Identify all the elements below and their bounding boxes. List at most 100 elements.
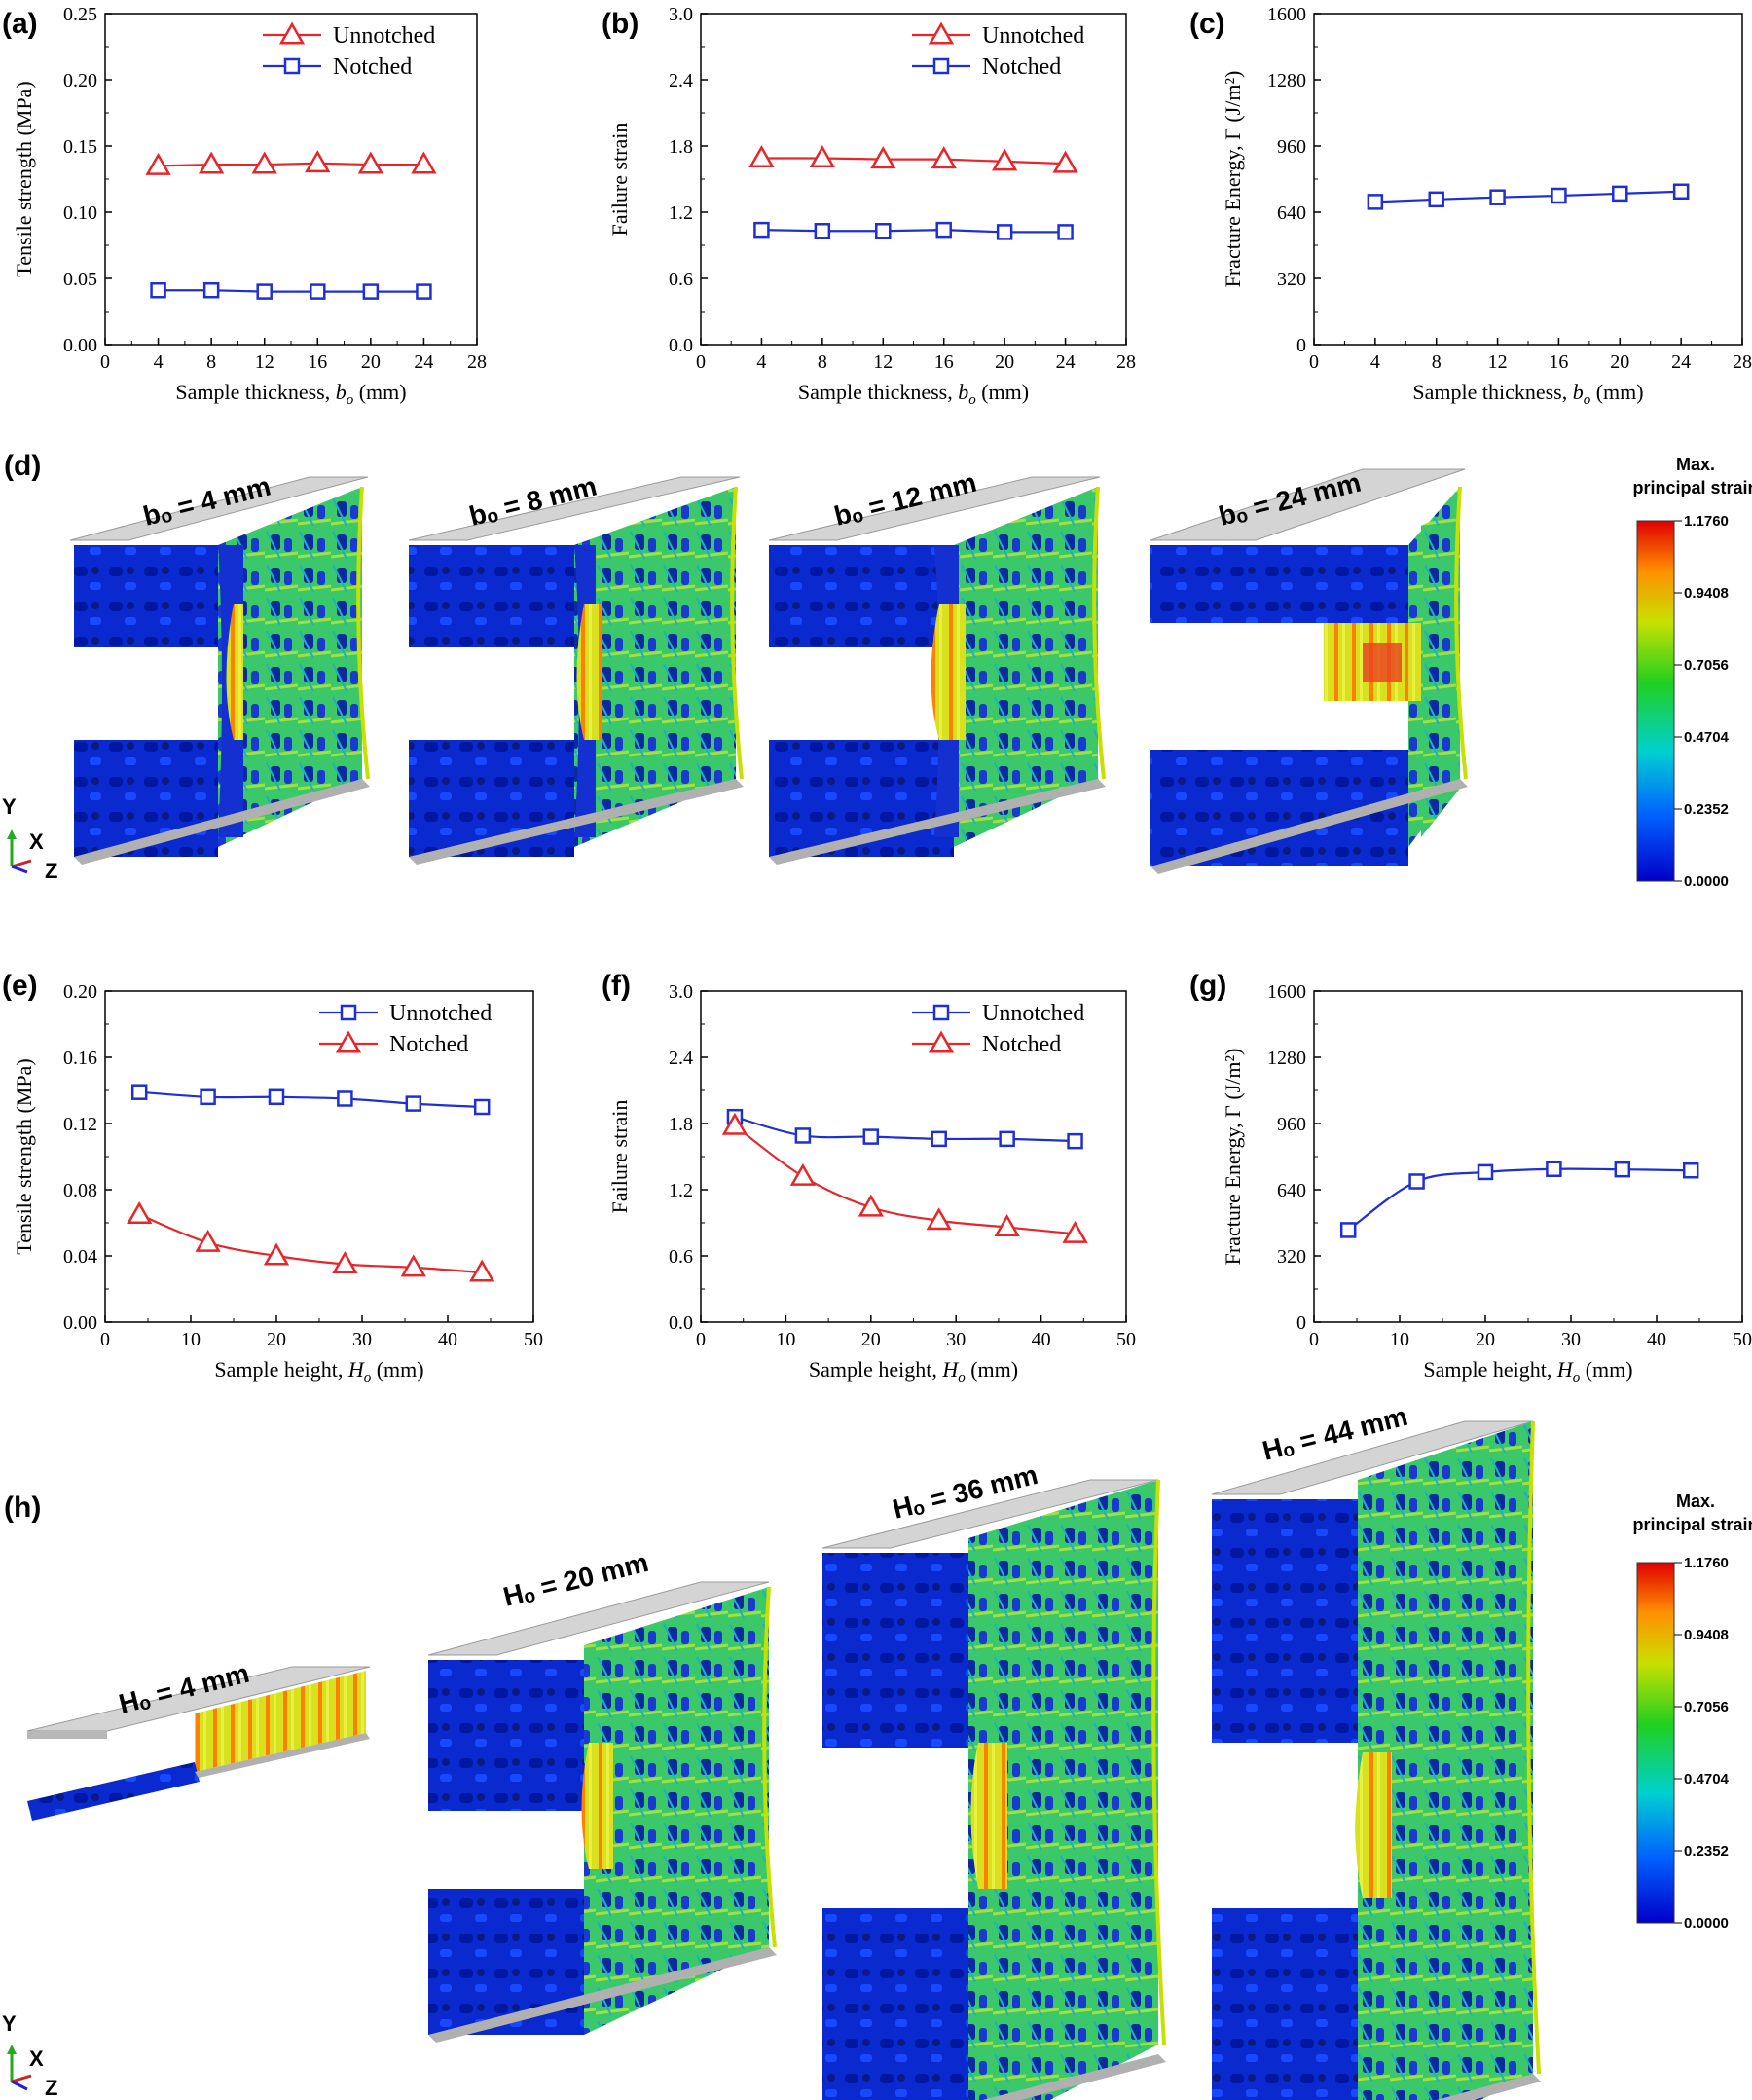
chart-panel-c: (c) 0 4 8 12 16 20 24 28 0 320 640 960 1280 1600 Sample…: [1189, 4, 1752, 408]
data-point-e-1-3: [332, 1250, 358, 1273]
series-line-f-1: [734, 1124, 1076, 1235]
x-axis-title-unit-a: (mm): [353, 380, 406, 404]
series-e-1: [127, 1200, 495, 1282]
data-point-e-1-4: [400, 1254, 426, 1277]
data-point-b-1-2: [875, 223, 892, 239]
data-point-b-0-5: [1052, 150, 1078, 173]
x-axis-title-sub-c: o: [1584, 392, 1591, 408]
x-axis-title-text-e: Sample height,: [214, 1357, 347, 1382]
data-point-b-0-0: [748, 144, 775, 167]
axes-triad-h: Y X Z: [2, 2011, 57, 2100]
y-axis-title-b: Failure strain: [607, 123, 632, 237]
sim-d-sample-3: bₒ = 12 mm: [768, 467, 1106, 865]
data-point-e-0-3: [337, 1090, 353, 1107]
series-line-b-1: [761, 229, 1066, 234]
panel-label-g: (g): [1189, 970, 1226, 1002]
legend-label-a-1: Notched: [333, 55, 412, 80]
legend-marker-b-1: [932, 57, 950, 75]
x-tick-label-f-2: 20: [861, 1329, 881, 1350]
sim-d-sample-4: bₒ = 24 mm: [1150, 467, 1468, 874]
data-point-b-1-4: [996, 224, 1013, 240]
colorbar-h-title-1: Max.: [1676, 1492, 1715, 1511]
data-point-c-0-0: [1367, 194, 1384, 210]
x-tick-label-a-1: 4: [154, 351, 164, 373]
x-tick-label-g-4: 40: [1647, 1329, 1666, 1350]
x-tick-label-c-6: 24: [1671, 351, 1691, 373]
colorbar-h-tick-label-4: 0.2352: [1684, 1843, 1729, 1860]
x-tick-label-c-4: 16: [1549, 351, 1568, 373]
x-tick-label-b-0: 0: [696, 351, 706, 373]
x-tick-label-c-3: 12: [1488, 351, 1508, 373]
plot-frame-b: [700, 13, 1127, 346]
chart-panel-b: (b) 0 4 8 12 16 20 24 28 0.0 0.6 1.2 1.8 2.4 3.0 Sample…: [602, 4, 1136, 408]
x-axis-title-b: Sample thickness, bo (mm): [798, 380, 1029, 408]
colorbar-d-tick-label-0: 1.1760: [1684, 513, 1729, 530]
sim-d-label-1: bₒ = 4 mm: [140, 470, 274, 531]
data-point-b-1-0: [753, 221, 770, 239]
series-c-0: [1367, 183, 1690, 210]
series-line-b-0: [761, 157, 1066, 166]
x-tick-label-c-7: 28: [1733, 351, 1752, 373]
x-axis-title-sub-a: o: [347, 392, 354, 408]
y-tick-label-c-0: 0: [1296, 335, 1306, 356]
legend-marker-e-1: [335, 1030, 362, 1053]
y-tick-label-a-4: 0.20: [63, 70, 97, 92]
data-point-a-1-2: [256, 283, 273, 300]
triad-d-y: Y: [2, 794, 17, 819]
x-axis-title-var-b: b: [958, 380, 968, 404]
x-axis-title-g: Sample height, Ho (mm): [1423, 1357, 1632, 1385]
legend-marker-f-1: [928, 1030, 955, 1053]
x-tick-label-f-5: 50: [1116, 1329, 1136, 1350]
triad-d-z: Z: [45, 859, 57, 883]
panel-label-b: (b): [602, 8, 639, 40]
x-tick-label-g-0: 0: [1309, 1329, 1319, 1350]
data-point-a-0-2: [251, 151, 277, 174]
y-tick-label-e-3: 0.12: [63, 1114, 97, 1135]
x-axis-title-var-g: H: [1556, 1357, 1574, 1382]
panel-label-e: (e): [2, 970, 38, 1002]
data-point-f-0-5: [1067, 1132, 1083, 1150]
data-point-f-1-4: [994, 1214, 1020, 1237]
y-tick-label-g-1: 320: [1277, 1246, 1306, 1268]
x-axis-title-unit-f: (mm): [966, 1357, 1018, 1382]
simulation-panel-d: (d) bₒ = 4 mm bₒ = 8 mm: [2, 450, 1752, 890]
x-tick-label-e-1: 10: [181, 1329, 201, 1350]
chart-panel-f: (f) 0 10 20 30 40 50 0.0 0.6 1.2 1.8 2.4 3.0 Sample h…: [602, 970, 1136, 1385]
y-axis-title-f: Failure strain: [607, 1100, 632, 1214]
data-point-g-0-5: [1682, 1161, 1699, 1179]
x-axis-title-unit-g: (mm): [1580, 1357, 1632, 1382]
y-tick-label-c-5: 1600: [1267, 4, 1306, 25]
x-axis-title-sub-f: o: [958, 1370, 966, 1385]
colorbar-d-tick-label-2: 0.7056: [1684, 657, 1729, 674]
colorbar-h-gradient: [1636, 1562, 1675, 1924]
x-tick-label-a-2: 8: [206, 351, 216, 373]
legend-marker-f-0: [932, 1004, 950, 1021]
x-axis-title-var-c: b: [1573, 380, 1584, 404]
y-tick-label-e-1: 0.04: [63, 1246, 97, 1268]
series-a-1: [150, 281, 432, 300]
x-axis-title-unit-e: (mm): [371, 1357, 423, 1382]
data-point-b-0-2: [870, 146, 896, 169]
data-point-e-0-5: [473, 1098, 491, 1116]
data-point-a-0-1: [198, 151, 225, 174]
data-point-b-0-4: [991, 148, 1018, 171]
x-tick-label-f-3: 30: [946, 1329, 966, 1350]
x-tick-label-b-2: 8: [818, 351, 827, 373]
colorbar-h-tick-label-5: 0.0000: [1684, 1915, 1729, 1932]
x-tick-label-f-4: 40: [1032, 1329, 1051, 1350]
x-tick-label-c-2: 8: [1432, 351, 1442, 373]
x-tick-label-a-5: 20: [361, 351, 381, 373]
legend-label-b-0: Unnotched: [982, 23, 1084, 49]
y-tick-label-c-1: 320: [1277, 269, 1306, 290]
x-tick-label-f-0: 0: [696, 1329, 706, 1350]
legend-marker-b-0: [928, 21, 955, 45]
series-line-e-1: [138, 1213, 483, 1274]
y-tick-label-b-2: 1.2: [669, 203, 693, 224]
x-tick-label-e-3: 30: [352, 1329, 372, 1350]
plot-frame-c: [1313, 13, 1743, 346]
y-tick-label-c-2: 640: [1277, 203, 1306, 224]
data-point-c-0-4: [1612, 185, 1628, 203]
x-axis-title-text-g: Sample height,: [1423, 1357, 1556, 1382]
data-point-f-1-5: [1062, 1220, 1088, 1243]
